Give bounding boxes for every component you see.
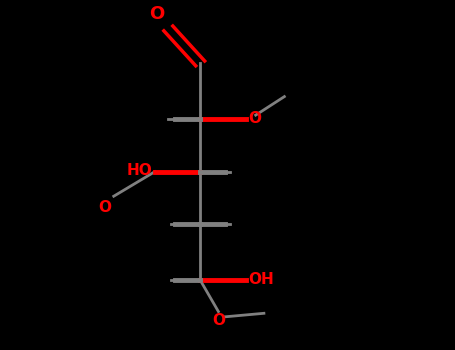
- Text: O: O: [149, 5, 165, 23]
- Text: O: O: [212, 313, 225, 328]
- Text: O: O: [248, 111, 261, 126]
- Text: HO: HO: [126, 163, 152, 178]
- Text: OH: OH: [248, 272, 274, 287]
- Text: O: O: [98, 201, 111, 215]
